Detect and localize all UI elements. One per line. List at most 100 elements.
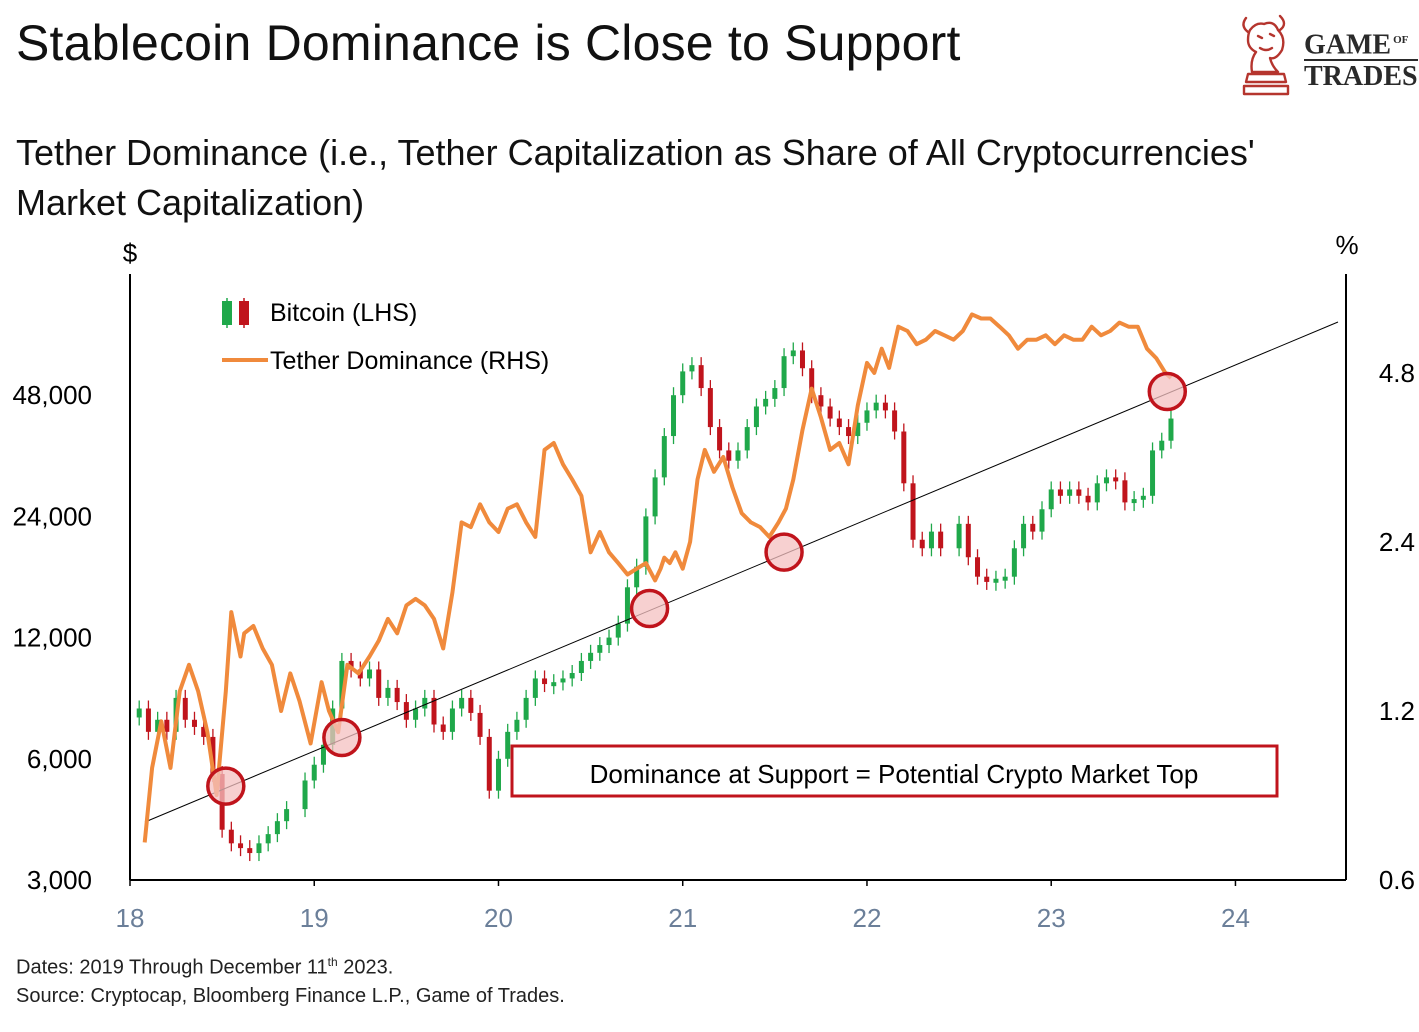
candle-body	[827, 406, 833, 419]
support-touch-circle-2	[322, 717, 362, 758]
candle-body	[919, 539, 925, 549]
candle-body	[449, 708, 455, 732]
candle-body	[155, 719, 161, 732]
candle-body	[551, 682, 557, 687]
chart-footer: Dates: 2019 Through December 11th 2023. …	[16, 948, 565, 1010]
candle-body	[993, 578, 999, 583]
candle-body	[652, 477, 658, 517]
axis-ticks: 18 19 20 21 22 23 24 3,000 6,000 12,000 24,000 48,0…	[12, 358, 1415, 933]
support-touch-circle-4	[764, 532, 804, 572]
x-tick-label-20: 20	[484, 903, 513, 933]
support-touch-circle-3	[629, 588, 670, 629]
right-axis-unit: %	[1335, 230, 1358, 260]
right-tick-label-0.6: 0.6	[1379, 865, 1415, 895]
left-tick-label-24000: 24,000	[12, 501, 92, 531]
game-of-trades-logo: GAME OF TRADES	[1236, 8, 1418, 100]
candle-body	[210, 736, 216, 775]
candle-body	[892, 410, 898, 432]
candle-body	[477, 712, 483, 737]
left-tick-label-12000: 12,000	[12, 623, 92, 653]
right-tick-label-1.2: 1.2	[1379, 696, 1415, 726]
candle-body	[781, 356, 787, 389]
candle-body	[385, 687, 391, 698]
candle-body	[836, 418, 842, 428]
candle-body	[707, 388, 713, 428]
x-tick-label-19: 19	[300, 903, 329, 933]
candle-body	[1113, 477, 1119, 482]
candle-body	[735, 450, 741, 461]
candle-body	[818, 395, 824, 407]
candle-body	[311, 764, 317, 781]
candle-body	[274, 821, 280, 835]
candle-body	[772, 388, 778, 399]
candle-body	[882, 402, 888, 411]
candle-body	[1131, 499, 1137, 504]
left-tick-label-6000: 6,000	[27, 744, 92, 774]
candle-body	[182, 697, 188, 720]
candle-body	[1011, 548, 1017, 577]
candle-body	[505, 731, 511, 759]
candle-body	[846, 427, 852, 437]
page-title: Stablecoin Dominance is Close to Support	[16, 15, 961, 71]
candle-body	[873, 402, 879, 411]
candle-body	[1122, 480, 1128, 503]
candle-body	[717, 427, 723, 451]
candle-body	[265, 834, 271, 844]
candle-body	[606, 637, 612, 646]
candle-body	[864, 410, 870, 423]
candle-body	[671, 395, 677, 437]
logo-word-game: GAME	[1304, 29, 1392, 61]
logo-word-trades: TRADES	[1304, 59, 1418, 93]
footer-dates-sup: th	[327, 955, 338, 969]
candle-body	[689, 365, 695, 372]
candle-body	[468, 697, 474, 713]
right-tick-label-2.4: 2.4	[1379, 527, 1415, 557]
left-tick-label-48000: 48,000	[12, 380, 92, 410]
candle-body	[339, 660, 345, 709]
candle-body	[523, 697, 529, 720]
candle-body	[1002, 576, 1008, 581]
x-tick-label-24: 24	[1221, 903, 1250, 933]
candle-body	[228, 829, 234, 844]
candle-body	[560, 678, 566, 683]
legend-bitcoin-label: Bitcoin (LHS)	[270, 299, 417, 327]
candle-body	[984, 576, 990, 582]
candle-body	[634, 566, 640, 588]
candle-body	[975, 557, 981, 577]
candle-body	[910, 483, 916, 540]
candle-body	[1039, 509, 1045, 532]
candle-body	[284, 809, 290, 822]
candle-body	[431, 697, 437, 725]
candle-body	[532, 678, 538, 698]
candle-body	[238, 843, 244, 849]
support-touch-circles	[206, 371, 1188, 806]
footer-source: Source: Cryptocap, Bloomberg Finance L.P…	[16, 984, 565, 1007]
candle-body	[680, 371, 686, 396]
candle-body	[247, 848, 253, 854]
candle-body	[486, 736, 492, 791]
candle-body	[1021, 523, 1027, 549]
legend: Bitcoin (LHS) Tether Dominance (RHS)	[222, 298, 549, 375]
candle-body	[855, 422, 861, 437]
candle-body	[763, 398, 769, 407]
logo-word-of: OF	[1393, 34, 1409, 46]
candle-body	[578, 660, 584, 674]
candle-body	[1030, 523, 1036, 532]
candle-body	[615, 623, 621, 638]
footer-dates: Dates: 2019 Through December 11th 2023.	[16, 948, 565, 982]
candle-body	[367, 669, 373, 679]
bitcoin-candles	[136, 342, 1174, 862]
candle-body	[1140, 495, 1146, 500]
candle-body	[1168, 418, 1174, 441]
candle-body	[744, 427, 750, 451]
candle-body	[440, 724, 446, 732]
x-tick-label-21: 21	[668, 903, 697, 933]
candle-body	[753, 406, 759, 428]
footer-dates-prefix: Dates: 2019 Through December 11	[16, 956, 328, 979]
candle-body	[1159, 440, 1165, 451]
candle-body	[624, 587, 630, 624]
x-tick-label-22: 22	[853, 903, 882, 933]
candle-body	[403, 702, 409, 720]
candle-body	[928, 531, 934, 549]
